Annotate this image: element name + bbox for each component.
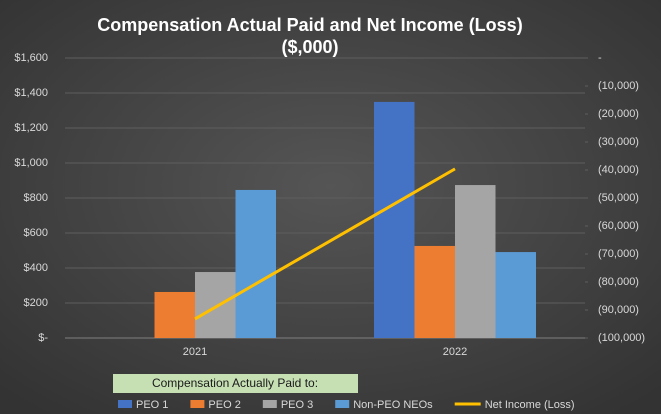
legend-label: PEO 2 [208, 399, 240, 411]
bar [414, 245, 455, 338]
y2-tick-label: (90,000) [598, 304, 639, 316]
legend-swatch [190, 400, 205, 408]
y-tick-label: $1,600 [14, 52, 48, 64]
bar [154, 291, 195, 338]
y2-tick-label: (20,000) [598, 108, 639, 120]
y-tick-label: $- [38, 332, 48, 344]
legend-label: Net Income (Loss) [485, 399, 575, 411]
x-tick-label: 2021 [183, 346, 207, 358]
y2-tick-label: (70,000) [598, 248, 639, 260]
y2-tick-label: (10,000) [598, 80, 639, 92]
legend-swatch [262, 400, 277, 408]
bar [495, 252, 536, 338]
chart-title: Compensation Actual Paid and Net Income … [97, 15, 522, 35]
bar [195, 272, 236, 338]
bar [455, 185, 496, 338]
y2-tick-label: (60,000) [598, 220, 639, 232]
legend-swatch [118, 400, 132, 408]
y2-tick-label: (30,000) [598, 136, 639, 148]
y-tick-label: $400 [24, 262, 48, 274]
x-tick-label: 2022 [443, 346, 467, 358]
y2-tick-label: (50,000) [598, 192, 639, 204]
line [194, 167, 456, 321]
y-tick-label: $1,200 [14, 122, 48, 134]
legend-title-box [113, 374, 358, 393]
bar [235, 189, 276, 338]
y-tick-label: $200 [24, 297, 48, 309]
y-tick-label: $800 [24, 192, 48, 204]
y-tick-label: $600 [24, 227, 48, 239]
legend-label: PEO 3 [281, 399, 313, 411]
y-tick-label: $1,000 [14, 157, 48, 169]
y-tick-label: $1,400 [14, 87, 48, 99]
legend-swatch [335, 400, 350, 408]
legend-title: Compensation Actually Paid to: [152, 376, 318, 390]
legend-label: PEO 1 [136, 399, 168, 411]
y2-tick-label: (100,000) [598, 332, 645, 344]
legend-label: Non-PEO NEOs [353, 399, 433, 411]
y2-tick-label: (80,000) [598, 276, 639, 288]
y2-tick-label: (40,000) [598, 164, 639, 176]
bar [374, 101, 415, 338]
y2-tick-label: - [598, 52, 602, 64]
chart-subtitle: ($,000) [281, 37, 338, 57]
